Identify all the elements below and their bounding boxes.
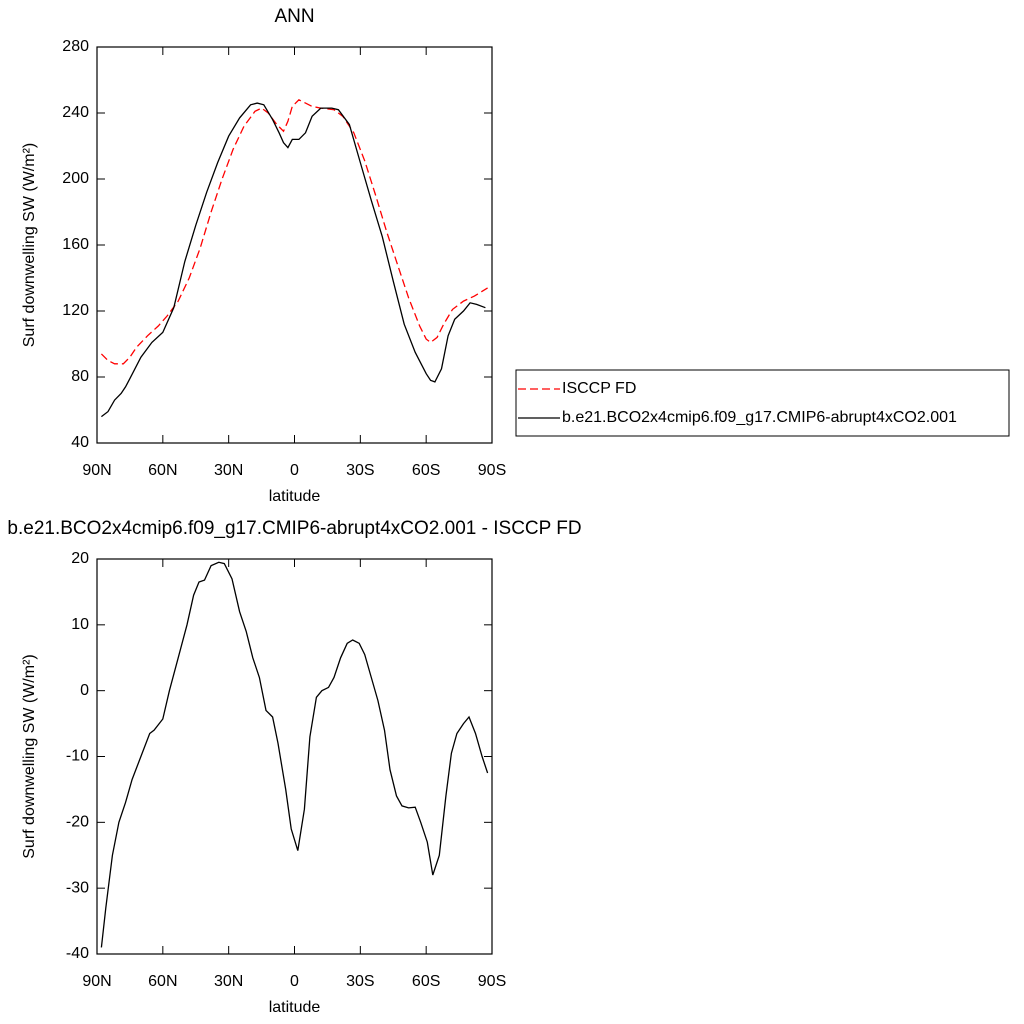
x-tick-label: 60S <box>412 973 440 990</box>
y-tick-label: 160 <box>62 236 89 253</box>
x-tick-label: 0 <box>290 973 299 990</box>
x-tick-label: 60N <box>148 462 177 479</box>
y-tick-label: 20 <box>71 550 89 567</box>
y-tick-label: -20 <box>66 814 89 831</box>
y-axis-label: Surf downwelling SW (W/m²) <box>21 654 38 858</box>
y-tick-label: -40 <box>66 945 89 962</box>
series-line <box>101 102 486 418</box>
x-tick-label: 90S <box>478 973 506 990</box>
y-tick-label: 0 <box>80 682 89 699</box>
y-tick-label: 10 <box>71 616 89 633</box>
plot-frame <box>96 558 493 955</box>
series-line <box>100 99 488 365</box>
x-tick-label: 0 <box>290 462 299 479</box>
y-tick-label: 40 <box>71 434 89 451</box>
x-axis-label: latitude <box>269 999 321 1016</box>
y-tick-label: 80 <box>71 368 89 385</box>
y-tick-label: 240 <box>62 104 89 121</box>
x-tick-label: 90N <box>82 973 111 990</box>
y-axis-label: Surf downwelling SW (W/m²) <box>21 143 38 347</box>
y-tick-label: 280 <box>62 38 89 55</box>
x-tick-label: 30N <box>214 462 243 479</box>
plot-frame <box>96 46 493 444</box>
y-tick-label: -10 <box>66 748 89 765</box>
series-line <box>100 561 489 948</box>
legend-label: b.e21.BCO2x4cmip6.f09_g17.CMIP6-abrupt4x… <box>562 409 957 426</box>
y-tick-label: 200 <box>62 170 89 187</box>
legend-box <box>515 369 1010 437</box>
x-tick-label: 30S <box>346 973 374 990</box>
chart-title: b.e21.BCO2x4cmip6.f09_g17.CMIP6-abrupt4x… <box>7 518 581 539</box>
y-tick-label: 120 <box>62 302 89 319</box>
x-tick-label: 90N <box>82 462 111 479</box>
x-tick-label: 30N <box>214 973 243 990</box>
x-tick-label: 30S <box>346 462 374 479</box>
y-tick-label: -30 <box>66 879 89 896</box>
x-axis-label: latitude <box>269 488 321 505</box>
legend-label: ISCCP FD <box>562 380 636 397</box>
chart-title: ANN <box>274 6 314 27</box>
x-tick-label: 60N <box>148 973 177 990</box>
x-tick-label: 60S <box>412 462 440 479</box>
x-tick-label: 90S <box>478 462 506 479</box>
